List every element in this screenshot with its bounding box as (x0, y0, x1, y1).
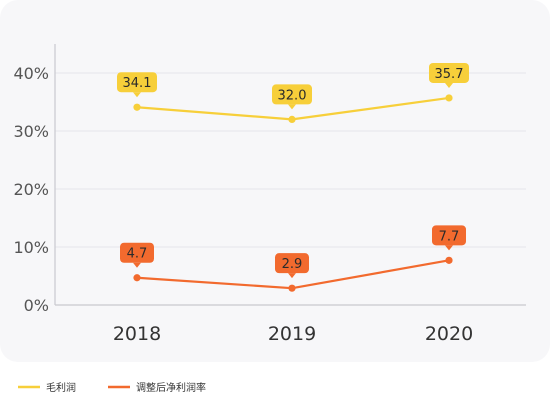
x-tick-label: 2019 (268, 323, 316, 345)
legend-label: 调整后净利润率 (136, 381, 206, 394)
y-tick-label: 10% (13, 238, 49, 257)
series (133, 94, 453, 292)
data-label: 35.7 (435, 67, 464, 82)
data-label: 7.7 (439, 229, 460, 244)
data-label-badge (429, 62, 469, 83)
data-labels: 34.1 32.0 35.7 4.7 2.9 7.7 (117, 62, 469, 279)
data-label-pointer (445, 245, 453, 251)
data-label-pointer (288, 273, 296, 279)
data-label-pointer (288, 104, 296, 110)
data-label-badge (432, 225, 466, 246)
plot-panel (0, 0, 550, 362)
axes: 0% 10% 20% 30% 40% 2018 2019 2020 (13, 44, 526, 345)
data-label: 2.9 (282, 257, 303, 272)
data-point (288, 115, 296, 123)
data-label-badge (275, 253, 309, 274)
data-label-badge (117, 72, 157, 93)
data-label-pointer (133, 92, 141, 98)
y-tick-label: 0% (24, 296, 49, 315)
x-tick-label: 2018 (113, 323, 161, 345)
data-point (133, 274, 141, 282)
data-point (288, 284, 296, 292)
data-label-pointer (445, 82, 453, 88)
data-point (445, 256, 453, 264)
data-point (445, 94, 453, 102)
data-label: 32.0 (278, 88, 307, 103)
x-tick-label: 2020 (425, 323, 473, 345)
data-label-badge (272, 84, 312, 105)
legend: 毛利润 调整后净利润率 (18, 381, 206, 394)
data-label-badge (120, 242, 154, 263)
data-label: 4.7 (127, 247, 148, 262)
data-point (133, 103, 141, 111)
y-tick-label: 20% (13, 180, 49, 199)
y-tick-label: 30% (13, 122, 49, 141)
data-label: 34.1 (123, 76, 152, 91)
data-label-pointer (133, 262, 141, 268)
y-tick-label: 40% (13, 64, 49, 83)
legend-label: 毛利润 (46, 381, 76, 394)
